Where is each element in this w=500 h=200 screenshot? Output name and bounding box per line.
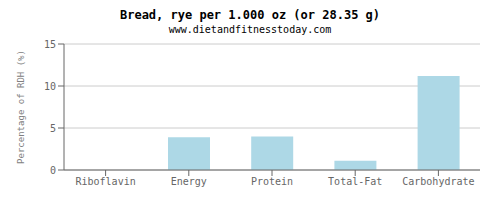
svg-text:Protein: Protein xyxy=(251,176,293,187)
svg-text:0: 0 xyxy=(50,165,56,176)
svg-text:Carbohydrate: Carbohydrate xyxy=(402,176,474,187)
svg-text:10: 10 xyxy=(44,81,56,92)
html-text:Bread, rye per 1.000 oz (or 28: Bread, rye per 1.000 oz (or 28.35 g) xyxy=(120,8,380,22)
svg-text:5: 5 xyxy=(50,123,56,134)
svg-text:Percentage of RDH (%): Percentage of RDH (%) xyxy=(16,50,26,164)
svg-text:Total-Fat: Total-Fat xyxy=(328,176,382,187)
svg-text:15: 15 xyxy=(44,39,56,50)
svg-text:Energy: Energy xyxy=(171,176,207,187)
html-text:www.dietandfitnesstoday.com: www.dietandfitnesstoday.com xyxy=(168,24,332,35)
svg-text:Riboflavin: Riboflavin xyxy=(75,176,135,187)
